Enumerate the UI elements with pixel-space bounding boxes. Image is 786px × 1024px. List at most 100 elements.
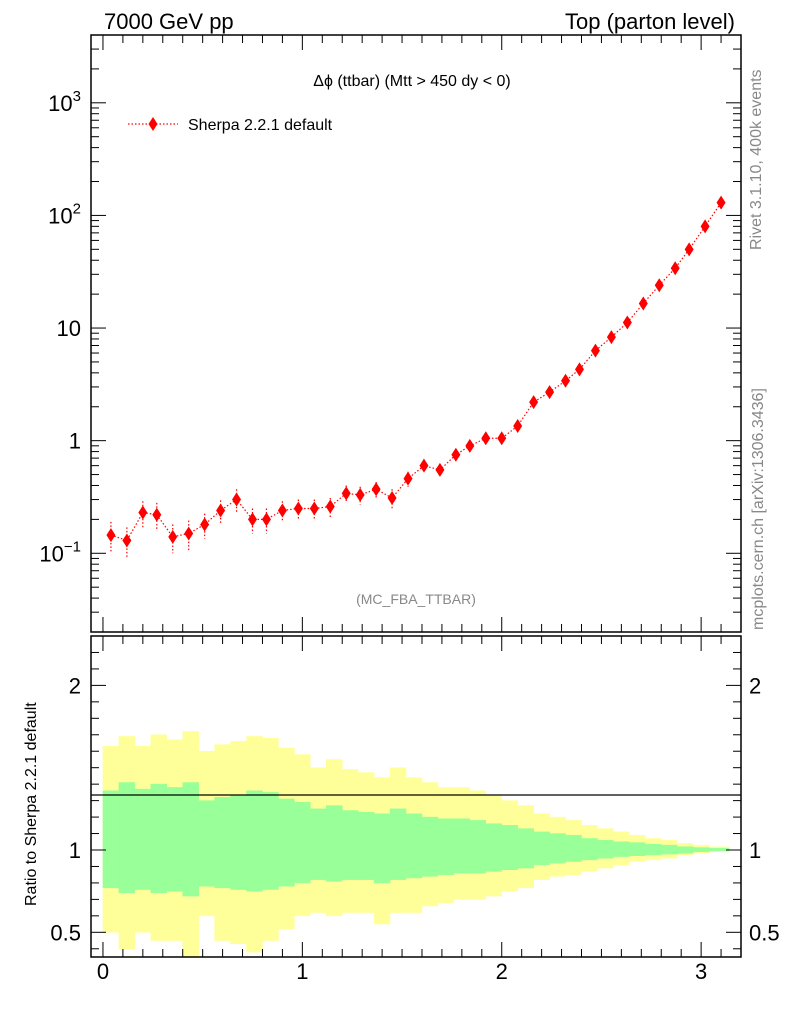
main-y-tick-label: 102 (48, 200, 81, 228)
band-green-bin (118, 782, 136, 894)
data-point (293, 501, 303, 516)
data-point (232, 492, 242, 507)
data-point (403, 471, 413, 486)
ratio-y-tick-label-right: 2 (749, 673, 761, 698)
band-green-bin (214, 797, 231, 889)
data-point (654, 278, 664, 293)
legend: Sherpa 2.2.1 default (128, 117, 333, 134)
ratio-y-tick-label: 1 (69, 838, 81, 863)
band-green-bin (421, 816, 439, 877)
data-point (106, 528, 116, 543)
data-point (622, 315, 632, 330)
main-panel: 10−1 1 10 102 103 Δϕ (ttbar) (Mtt > 450 dy <… (39, 34, 742, 633)
main-y-tick-label: 1 (69, 429, 81, 454)
data-point (481, 431, 491, 446)
data-point (122, 533, 132, 548)
band-green-bin (262, 792, 279, 890)
band-green-bin (485, 823, 502, 872)
data-point (200, 517, 210, 532)
band-green-bin (565, 834, 582, 862)
data-point (184, 526, 194, 541)
data-point (216, 503, 226, 518)
watermark-label: (MC_FBA_TTBAR) (356, 591, 476, 607)
band-green-bin (469, 820, 487, 874)
band-green-bin (613, 841, 630, 857)
main-marks (106, 195, 726, 559)
band-green-bin (310, 808, 327, 880)
ratio-panel: 0.5 0.5 1 1 2 2 0 1 2 3 Ratio to Sherpa 2.2.1 def… (23, 635, 780, 984)
data-point (277, 503, 287, 518)
data-point (371, 482, 381, 497)
plot-title: Δϕ (ttbar) (Mtt > 450 dy < 0) (313, 73, 511, 90)
band-green-bin (581, 838, 598, 861)
legend-label: Sherpa 2.2.1 default (188, 117, 333, 134)
ratio-axes: 0.5 0.5 1 1 2 2 0 1 2 3 (50, 636, 780, 984)
main-y-tick-label: 10 (57, 316, 81, 341)
ratio-y-tick-label-right: 0.5 (749, 920, 780, 945)
side-mcplots-label: mcplots.cern.ch [arXiv:1306.3436] (750, 388, 767, 630)
side-rivet-label: Rivet 3.1.10, 400k events (748, 69, 765, 250)
data-point (465, 438, 475, 453)
header-left: 7000 GeV pp (104, 9, 234, 34)
band-green-bin (645, 843, 662, 856)
data-point (638, 296, 648, 311)
band-green-bin (629, 842, 646, 857)
band-green-bin (597, 839, 614, 859)
series-line (110, 202, 722, 542)
band-green-bin (549, 833, 566, 864)
data-point (545, 385, 555, 400)
band-green-bin (102, 790, 120, 889)
ratio-frame (90, 635, 742, 958)
band-green-bin (341, 810, 359, 880)
data-point (700, 219, 710, 234)
band-green-bin (294, 802, 311, 884)
data-point (574, 362, 584, 377)
data-point (716, 195, 726, 210)
data-point (606, 330, 616, 345)
band-green-bin (326, 805, 343, 882)
main-y-tick-label: 10−1 (39, 538, 81, 566)
band-green-bin (533, 831, 550, 866)
data-point (513, 418, 523, 433)
data-point (419, 458, 429, 473)
band-green-bin (453, 818, 471, 874)
data-point (435, 462, 445, 477)
band-green-bin (134, 788, 152, 890)
data-point (497, 431, 507, 446)
data-point (387, 490, 397, 505)
header-right: Top (parton level) (565, 9, 735, 34)
x-tick-label: 2 (496, 959, 508, 984)
band-green-bin (166, 787, 183, 892)
data-point (451, 447, 461, 462)
legend-marker (148, 117, 158, 131)
data-point (684, 242, 694, 257)
data-point (325, 499, 335, 514)
main-axes: 10−1 1 10 102 103 (39, 34, 742, 633)
band-green-bin (437, 818, 455, 875)
band-green-bin (182, 782, 199, 897)
data-point (561, 373, 571, 388)
ratio-bands (102, 731, 730, 958)
x-tick-label: 1 (296, 959, 308, 984)
x-tick-label: 3 (695, 959, 707, 984)
data-point (590, 343, 600, 358)
data-point (248, 512, 258, 527)
band-green-bin (150, 783, 168, 894)
ratio-y-tick-label: 2 (69, 673, 81, 698)
band-green-bin (389, 808, 407, 880)
data-point (261, 512, 271, 527)
band-green-bin (405, 813, 423, 879)
data-point (152, 507, 162, 522)
data-point (529, 395, 539, 410)
band-green-bin (517, 828, 534, 869)
ratio-y-axis-label: Ratio to Sherpa 2.2.1 default (23, 702, 40, 906)
data-point (168, 529, 178, 544)
band-green-bin (198, 800, 215, 887)
data-point (341, 486, 351, 501)
data-point (138, 505, 148, 520)
band-green-bin (501, 825, 518, 871)
band-green-bin (246, 790, 263, 892)
data-point (670, 261, 680, 276)
band-green-bin (676, 846, 694, 854)
